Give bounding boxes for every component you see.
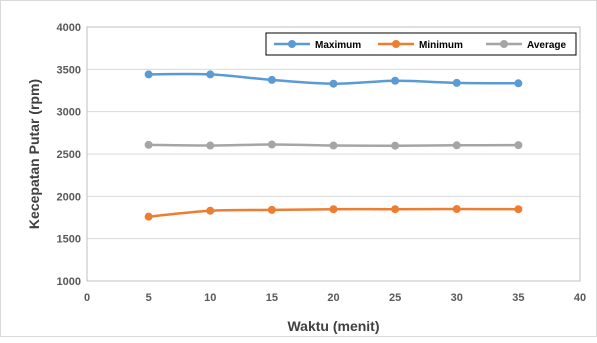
series-lines: [144, 70, 523, 221]
data-point: [391, 76, 400, 85]
y-tick-label: 1000: [57, 276, 81, 288]
legend-marker: [288, 40, 296, 48]
y-tick-label: 4000: [57, 22, 81, 34]
x-tick-label: 40: [574, 292, 586, 304]
y-tick-label: 3000: [57, 107, 81, 119]
data-point: [514, 141, 523, 150]
data-point: [329, 141, 338, 150]
legend-label: Minimum: [419, 40, 463, 51]
y-tick-label: 1500: [57, 234, 81, 246]
x-axis-ticks: 0 5 10 15 20 25 30 35 40: [84, 292, 586, 304]
y-tick-label: 3500: [57, 64, 81, 76]
y-axis-title: Kecepatan Putar (rpm): [26, 79, 42, 229]
data-point: [144, 140, 153, 149]
data-point: [206, 70, 215, 79]
plot-area: [86, 26, 581, 282]
data-point: [391, 141, 400, 150]
data-point: [514, 205, 523, 214]
data-point: [144, 70, 153, 79]
data-point: [267, 205, 276, 214]
data-point: [514, 79, 523, 88]
data-point: [329, 205, 338, 214]
x-tick-label: 10: [204, 292, 216, 304]
y-tick-label: 2500: [57, 149, 81, 161]
y-tick-label: 2000: [57, 191, 81, 203]
x-tick-label: 30: [451, 292, 463, 304]
data-point: [391, 205, 400, 214]
legend-label: Average: [527, 40, 567, 51]
data-point: [267, 75, 276, 84]
x-tick-label: 35: [512, 292, 524, 304]
data-point: [206, 206, 215, 215]
x-tick-label: 0: [84, 292, 90, 304]
legend-box: [265, 32, 577, 56]
legend: Maximum Minimum Average: [265, 32, 577, 56]
legend-marker: [500, 40, 508, 48]
legend-item: Maximum: [274, 40, 361, 51]
data-point: [144, 212, 153, 221]
x-tick-label: 15: [266, 292, 278, 304]
legend-label: Maximum: [315, 40, 361, 51]
legend-marker: [392, 40, 400, 48]
data-point: [206, 141, 215, 150]
gridlines: [87, 26, 580, 282]
x-tick-label: 20: [327, 292, 339, 304]
data-point: [329, 79, 338, 88]
series-maximum: [144, 70, 523, 88]
data-point: [452, 205, 461, 214]
legend-item: Average: [486, 40, 567, 51]
y-axis-ticks: 1000 1500 2000 2500 3000 3500 4000: [57, 22, 81, 288]
legend-item: Minimum: [378, 40, 463, 51]
series-average: [144, 140, 523, 150]
data-point: [452, 141, 461, 150]
x-tick-label: 5: [146, 292, 152, 304]
x-tick-label: 25: [389, 292, 401, 304]
data-point: [267, 140, 276, 149]
data-point: [452, 78, 461, 87]
series-minimum: [144, 205, 523, 221]
x-axis-title: Waktu (menit): [287, 318, 379, 334]
